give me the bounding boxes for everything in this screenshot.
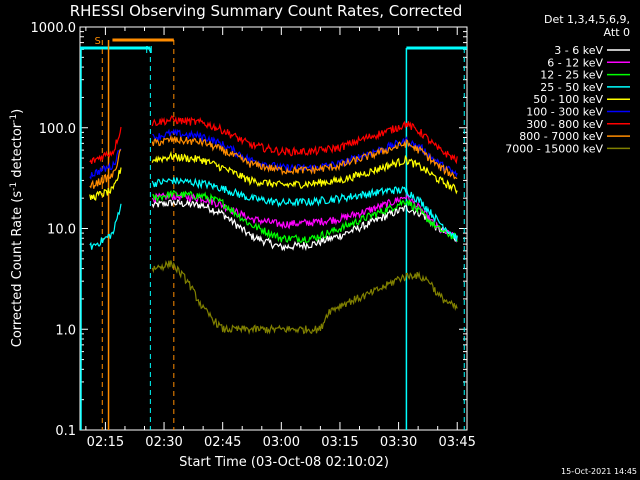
legend-entry-label: 25 - 50 keV: [540, 81, 603, 94]
y-tick-label: 100.0: [39, 122, 76, 137]
y-axis-ticks: 0.1 1.0 10.0 100.0 1000.0: [31, 21, 467, 439]
series-line-1-seg-0: [151, 191, 458, 244]
legend-entry-label: 6 - 12 keV: [547, 56, 603, 69]
legend-header-2: Att 0: [604, 26, 630, 39]
x-tick-label: 03:30: [380, 435, 417, 450]
series-line-6-seg-0: [89, 126, 122, 165]
flag-label-n: N: [145, 45, 152, 56]
x-tick-label: 03:45: [438, 435, 475, 450]
series-line-5-seg-0: [89, 148, 122, 180]
legend-entry-label: 50 - 100 keV: [533, 93, 603, 106]
x-tick-label: 02:45: [204, 435, 241, 450]
footer-date: 15-Oct-2021 14:45: [561, 467, 637, 476]
y-tick-label: 0.1: [55, 424, 76, 439]
series-line-3-seg-1: [151, 177, 458, 242]
legend-entry-label: 7000 - 15000 keV: [505, 142, 603, 155]
series-line-3-seg-0: [89, 203, 122, 250]
series-line-4-seg-0: [89, 167, 122, 201]
y-tick-label: 1000.0: [31, 21, 77, 36]
x-axis-label: Start Time (03-Oct-08 02:10:02): [179, 455, 389, 470]
y-tick-label: 1.0: [55, 323, 76, 338]
plot-frame: [79, 26, 468, 431]
x-tick-label: 03:15: [321, 435, 358, 450]
x-axis-ticks: 02:15 02:30 02:45 03:00 03:15 03:30 03:45: [85, 27, 476, 450]
series-line-5-seg-1: [152, 128, 458, 178]
y-tick-label: 10.0: [47, 223, 76, 238]
series-line-4-seg-1: [151, 150, 458, 195]
x-tick-label: 02:15: [87, 435, 124, 450]
legend-entry-label: 12 - 25 keV: [540, 69, 603, 82]
y-axis-label-sup-1: -1: [9, 182, 19, 191]
legend-header-1: Det 1,3,4,5,6,9,: [544, 13, 630, 26]
instrument-state-shapes: SN: [80, 36, 467, 430]
y-axis-label: Corrected Count Rate (s-1 detector-1): [9, 109, 25, 347]
y-axis-label-sup-2: -1: [9, 114, 19, 123]
y-axis-label-part-1: Corrected Count Rate (s: [10, 191, 25, 348]
x-tick-label: 02:30: [145, 435, 182, 450]
series-line-7-seg-0: [89, 149, 122, 189]
legend-entry-label: 800 - 7000 keV: [519, 130, 603, 143]
data-series: [89, 114, 458, 335]
series-line-0-seg-0: [151, 198, 458, 252]
chart-title: RHESSI Observing Summary Count Rates, Co…: [70, 2, 463, 20]
y-axis-label-part-2: detector: [10, 122, 25, 182]
series-line-2-seg-0: [152, 189, 458, 244]
series-line-8-seg-0: [151, 260, 458, 335]
y-axis-label-part-3: ): [10, 109, 25, 114]
legend-entry-label: 3 - 6 keV: [554, 44, 603, 57]
x-tick-label: 03:00: [263, 435, 300, 450]
series-line-7-seg-1: [151, 134, 458, 180]
series-line-6-seg-1: [151, 114, 458, 165]
legend-entry-label: 300 - 800 keV: [526, 118, 603, 131]
flag-label-s: S: [94, 36, 100, 47]
legend-entry-label: 100 - 300 keV: [526, 106, 603, 119]
